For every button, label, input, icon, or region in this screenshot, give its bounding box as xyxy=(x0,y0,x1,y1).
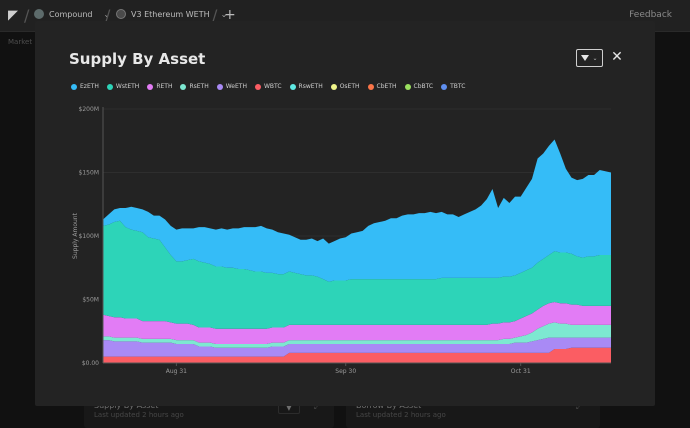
legend-swatch xyxy=(254,83,261,90)
legend-item-weeth[interactable]: WeETH xyxy=(216,83,247,90)
filter-button[interactable]: ⌄ xyxy=(576,49,603,67)
card-updated: Last updated 2 hours ago xyxy=(356,411,446,419)
legend-swatch xyxy=(71,83,77,90)
legend-swatch xyxy=(367,83,374,90)
app-logo-icon[interactable]: ◤ xyxy=(8,8,18,23)
legend-swatch xyxy=(216,83,223,90)
y-tick-label: $50M xyxy=(82,297,99,304)
x-tick-label: Oct 31 xyxy=(511,368,531,375)
supply-chart: $0.00 $50M $100M $150M $200M Aug 31 Sep 30 Oct … xyxy=(65,99,625,399)
separator: / xyxy=(105,6,111,25)
area-series-weeth xyxy=(103,337,611,357)
area-series-reth xyxy=(103,302,611,344)
legend-item-rsweth[interactable]: RswETH xyxy=(289,83,323,90)
separator: / xyxy=(212,6,218,25)
separator: / xyxy=(24,6,30,25)
y-tick-label: $150M xyxy=(79,170,99,177)
legend-swatch xyxy=(289,83,296,90)
filter-icon xyxy=(581,55,590,61)
add-icon[interactable]: + xyxy=(224,7,236,23)
legend-item-reth[interactable]: RETH xyxy=(147,83,172,90)
y-axis-label: Supply Amount xyxy=(72,212,79,259)
legend-item-wbtc[interactable]: WBTC xyxy=(254,83,282,90)
legend-swatch xyxy=(330,83,337,90)
close-icon[interactable]: ✕ xyxy=(611,49,623,65)
protocol-label: Compound xyxy=(49,9,93,19)
protocol-selector[interactable]: Compound ⌄ xyxy=(34,9,110,19)
legend-label: WeETH xyxy=(225,83,247,90)
legend-item-rseth[interactable]: RsETH xyxy=(180,83,209,90)
legend-item-tbtc[interactable]: TBTC xyxy=(441,83,465,90)
legend-swatch xyxy=(404,83,411,90)
legend-label: WBTC xyxy=(263,83,282,90)
legend-label: EzETH xyxy=(80,83,99,90)
supply-by-asset-modal: Supply By Asset ⌄ ✕ EzETH WstETH RETH RsETH… xyxy=(35,21,655,406)
eth-coin-icon xyxy=(116,9,126,19)
chevron-down-icon: ⌄ xyxy=(592,54,598,62)
area-series-wbtc xyxy=(103,347,611,363)
chart-legend: EzETH WstETH RETH RsETH WeETH WBTC RswETH OsETH… xyxy=(71,83,465,90)
legend-swatch xyxy=(180,83,187,90)
market-selector[interactable]: V3 Ethereum WETH ⌄ xyxy=(116,9,227,19)
legend-label: RETH xyxy=(156,83,173,90)
y-tick-label: $100M xyxy=(79,233,99,240)
legend-label: WstETH xyxy=(115,83,140,90)
expand-icon[interactable]: ⤢ xyxy=(576,402,583,411)
legend-label: TBTC xyxy=(450,83,466,90)
subnav-label[interactable]: Market xyxy=(8,38,33,46)
legend-label: CbETH xyxy=(376,83,397,90)
area-series-wsteth xyxy=(103,220,611,329)
legend-label: RsETH xyxy=(189,83,209,90)
chevron-down-icon: ⌄ xyxy=(220,9,228,19)
legend-swatch xyxy=(441,83,448,90)
legend-item-oseth[interactable]: OsETH xyxy=(330,83,360,90)
compound-coin-icon xyxy=(34,9,44,19)
legend-item-cbeth[interactable]: CbETH xyxy=(367,83,397,90)
legend-swatch xyxy=(147,83,154,90)
market-label: V3 Ethereum WETH xyxy=(131,9,210,19)
y-tick-label: $200M xyxy=(79,106,99,113)
modal-title: Supply By Asset xyxy=(69,50,206,68)
legend-item-ezeth[interactable]: EzETH xyxy=(71,83,99,90)
supply-area-chart: $0.00 $50M $100M $150M $200M Aug 31 Sep 30 Oct … xyxy=(72,106,611,375)
legend-label: RswETH xyxy=(298,83,323,90)
legend-label: CbBTC xyxy=(413,83,434,90)
area-series-rseth xyxy=(103,322,611,348)
chevron-down-icon: ⌄ xyxy=(103,9,111,19)
legend-item-cbbtc[interactable]: CbBTC xyxy=(404,83,434,90)
card-updated: Last updated 2 hours ago xyxy=(94,411,184,419)
feedback-link[interactable]: Feedback xyxy=(629,10,672,20)
legend-item-wsteth[interactable]: WstETH xyxy=(106,83,140,90)
expand-icon[interactable]: ⤢ xyxy=(314,402,321,411)
y-tick-label: $0.00 xyxy=(82,360,99,367)
legend-swatch xyxy=(106,83,113,90)
area-series-ezeth xyxy=(103,139,611,282)
legend-label: OsETH xyxy=(339,83,360,90)
x-tick-label: Sep 30 xyxy=(335,368,356,375)
x-tick-label: Aug 31 xyxy=(166,368,187,375)
